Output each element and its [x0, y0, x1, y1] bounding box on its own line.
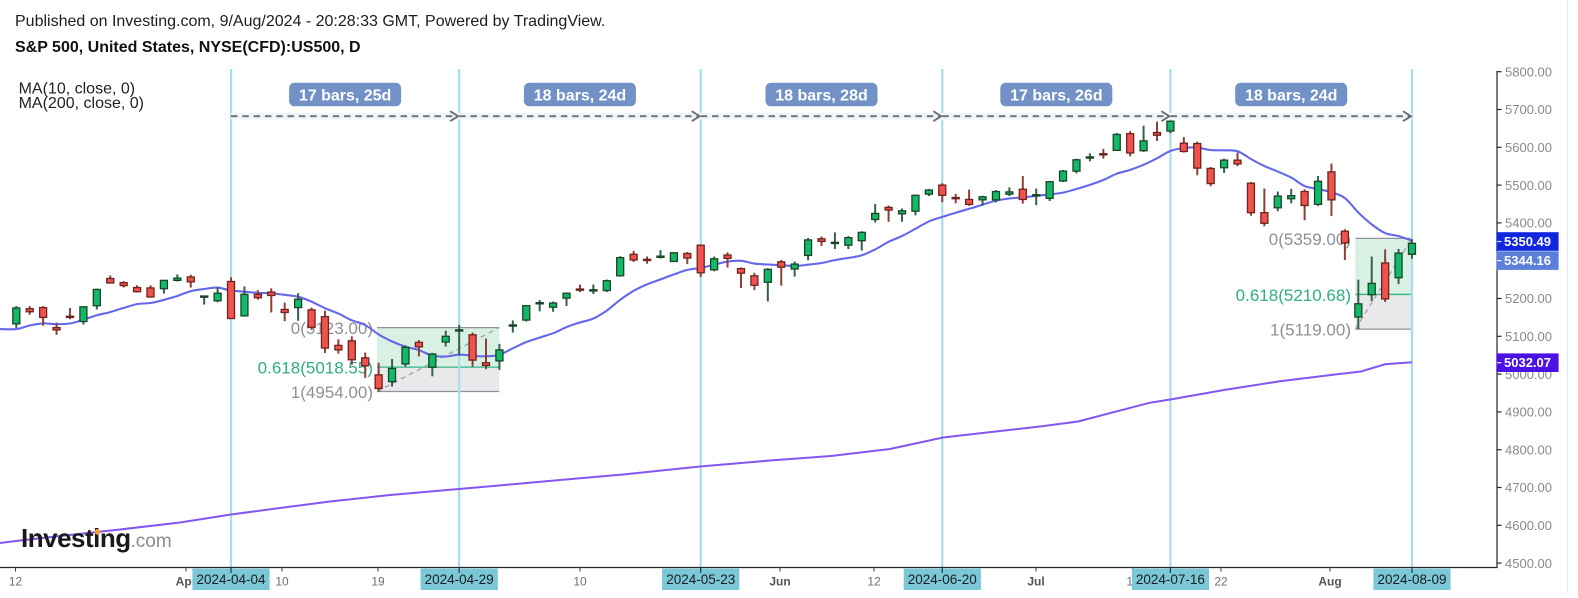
- svg-text:4700.00: 4700.00: [1505, 480, 1552, 495]
- svg-text:Apr: Apr: [176, 575, 197, 589]
- svg-text:5600.00: 5600.00: [1505, 140, 1552, 155]
- svg-text:2024-07-16: 2024-07-16: [1136, 572, 1205, 587]
- svg-text:5400.00: 5400.00: [1505, 216, 1552, 231]
- svg-text:2024-06-20: 2024-06-20: [908, 572, 977, 587]
- svg-text:5100.00: 5100.00: [1505, 329, 1552, 344]
- svg-text:5344.16: 5344.16: [1504, 253, 1551, 268]
- svg-text:22: 22: [1214, 575, 1228, 589]
- svg-text:4800.00: 4800.00: [1505, 442, 1552, 457]
- svg-text:17 bars, 25d: 17 bars, 25d: [299, 88, 392, 105]
- svg-text:0.618(5018.55): 0.618(5018.55): [258, 359, 373, 378]
- svg-text:10: 10: [275, 575, 289, 589]
- svg-text:5800.00: 5800.00: [1505, 64, 1552, 79]
- svg-text:0(5123.00): 0(5123.00): [291, 319, 373, 338]
- svg-text:4600.00: 4600.00: [1505, 518, 1552, 533]
- svg-text:.com: .com: [131, 531, 172, 552]
- svg-text:2024-08-09: 2024-08-09: [1377, 572, 1446, 587]
- svg-text:4900.00: 4900.00: [1505, 405, 1552, 420]
- svg-text:5350.49: 5350.49: [1504, 234, 1551, 249]
- svg-text:5700.00: 5700.00: [1505, 102, 1552, 117]
- svg-text:12: 12: [9, 575, 23, 589]
- svg-text:Published on Investing.com, 9/: Published on Investing.com, 9/Aug/2024 -…: [15, 13, 605, 30]
- svg-text:Aug: Aug: [1318, 575, 1341, 589]
- svg-text:12: 12: [867, 575, 881, 589]
- svg-text:5500.00: 5500.00: [1505, 178, 1552, 193]
- svg-text:2024-04-29: 2024-04-29: [425, 572, 494, 587]
- svg-text:5032.07: 5032.07: [1504, 355, 1551, 370]
- svg-text:Jun: Jun: [769, 575, 790, 589]
- svg-text:1(5119.00): 1(5119.00): [1270, 321, 1351, 340]
- svg-text:MA(200, close, 0): MA(200, close, 0): [19, 95, 144, 112]
- svg-text:2024-05-23: 2024-05-23: [666, 572, 735, 587]
- svg-text:18 bars, 24d: 18 bars, 24d: [1245, 88, 1338, 105]
- svg-text:2024-04-04: 2024-04-04: [196, 572, 266, 587]
- svg-text:1(4954.00): 1(4954.00): [291, 383, 373, 402]
- svg-text:18 bars, 24d: 18 bars, 24d: [534, 88, 627, 105]
- svg-text:19: 19: [371, 575, 385, 589]
- svg-text:0.618(5210.68): 0.618(5210.68): [1236, 286, 1351, 305]
- svg-text:Jul: Jul: [1027, 575, 1044, 589]
- svg-text:18 bars, 28d: 18 bars, 28d: [775, 88, 868, 105]
- svg-text:5200.00: 5200.00: [1505, 291, 1552, 306]
- svg-text:17 bars, 26d: 17 bars, 26d: [1010, 88, 1103, 105]
- svg-text:0(5359.00): 0(5359.00): [1269, 230, 1351, 249]
- svg-text:10: 10: [573, 575, 587, 589]
- svg-text:4500.00: 4500.00: [1505, 556, 1552, 571]
- svg-text:S&P 500, United States, NYSE(C: S&P 500, United States, NYSE(CFD):US500,…: [15, 39, 361, 56]
- svg-text:Investing: Investing: [21, 523, 131, 553]
- svg-text:MA(10, close, 0): MA(10, close, 0): [19, 81, 135, 98]
